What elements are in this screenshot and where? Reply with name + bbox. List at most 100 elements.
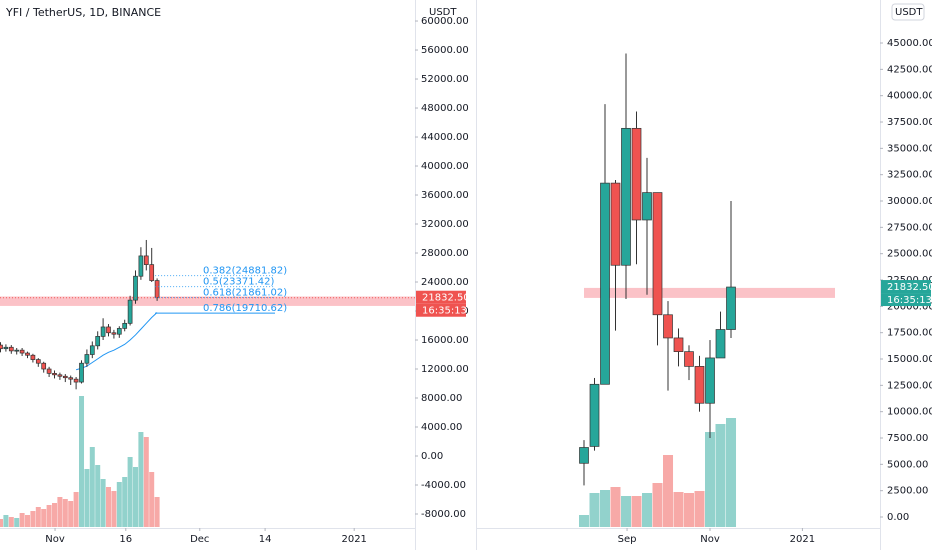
volume-bar bbox=[694, 491, 705, 527]
volume-bar bbox=[149, 472, 155, 527]
fib-level-label: 0.618(21861.02) bbox=[203, 288, 287, 299]
candle-body bbox=[715, 329, 726, 359]
candle-body bbox=[154, 280, 160, 299]
y-tick-label: 12500.00 bbox=[887, 380, 932, 391]
volume-bar bbox=[610, 487, 621, 527]
candle-body bbox=[3, 346, 9, 350]
candle-body bbox=[149, 264, 155, 281]
last-price-label: 21832.50 bbox=[422, 293, 470, 304]
volume-bar bbox=[111, 491, 117, 527]
candle-body bbox=[694, 366, 705, 404]
chart-title: YFI / TetherUS, 1D, BINANCE bbox=[5, 6, 161, 19]
last-price-box bbox=[416, 290, 466, 304]
y-tick-label: 42500.00 bbox=[887, 64, 932, 75]
y-tick-label: 45000.00 bbox=[887, 38, 932, 49]
candle-body bbox=[52, 373, 57, 376]
price-zone bbox=[0, 296, 415, 306]
timer-label: 16:35:13 bbox=[887, 295, 932, 306]
y-tick-label: 20000.00 bbox=[887, 301, 932, 312]
candle-body bbox=[127, 299, 133, 324]
volume-bar bbox=[52, 503, 58, 527]
axis-unit-label: USDT bbox=[429, 7, 457, 18]
volume-bar bbox=[41, 509, 47, 527]
price-zone bbox=[583, 287, 835, 298]
y-tick-label: 48000.00 bbox=[421, 103, 469, 114]
volume-bar bbox=[726, 418, 737, 527]
x-tick-label: Nov bbox=[700, 534, 720, 545]
timer-box bbox=[881, 293, 931, 307]
candle-body bbox=[35, 359, 41, 364]
volume-bar bbox=[100, 479, 106, 527]
y-tick-label: 44000.00 bbox=[421, 132, 469, 143]
candle-body bbox=[589, 383, 600, 447]
candle-body bbox=[30, 354, 36, 360]
x-tick-label: 16 bbox=[119, 534, 132, 545]
volume-bar bbox=[35, 507, 41, 527]
y-tick-label: 52000.00 bbox=[421, 74, 469, 85]
y-tick-label: 25000.00 bbox=[887, 249, 932, 260]
volume-bar bbox=[46, 505, 52, 527]
volume-bar bbox=[3, 515, 9, 527]
y-tick-label: 40000.00 bbox=[887, 91, 932, 102]
candle-body bbox=[663, 314, 673, 339]
volume-bar bbox=[589, 493, 600, 527]
candle-body bbox=[14, 349, 20, 352]
volume-bar bbox=[143, 437, 149, 527]
y-tick-label: 4000.00 bbox=[421, 422, 462, 433]
volume-bar bbox=[663, 455, 674, 527]
candle-body bbox=[122, 322, 128, 329]
volume-bar bbox=[138, 432, 144, 527]
volume-bar bbox=[0, 519, 4, 527]
candle-body bbox=[0, 344, 3, 350]
y-tick-label: 7500.00 bbox=[887, 433, 928, 444]
candle-body bbox=[652, 192, 663, 316]
volume-bar bbox=[14, 518, 20, 527]
volume-bar bbox=[84, 469, 90, 527]
moving-average bbox=[75, 312, 158, 371]
volume-bar bbox=[599, 490, 610, 527]
y-tick-label: 32500.00 bbox=[887, 170, 932, 181]
y-tick-label: 16000.00 bbox=[421, 335, 469, 346]
volume-bar bbox=[8, 517, 14, 527]
candle-body bbox=[579, 447, 589, 464]
y-tick-label: 37500.00 bbox=[887, 117, 932, 128]
candle-body bbox=[25, 352, 30, 356]
candle-body bbox=[610, 182, 621, 266]
volume-bar bbox=[705, 432, 716, 527]
x-tick-label: Nov bbox=[45, 534, 65, 545]
volume-bar bbox=[68, 501, 74, 527]
y-tick-label: 60000.00 bbox=[421, 16, 469, 27]
candle-body bbox=[133, 275, 138, 301]
candle-body bbox=[116, 328, 122, 335]
y-tick-label: 36000.00 bbox=[421, 190, 469, 201]
candle-body bbox=[600, 182, 610, 385]
y-tick-label: 0.00 bbox=[887, 512, 909, 523]
volume-bar bbox=[154, 497, 160, 527]
volume-bar bbox=[89, 447, 95, 527]
candle-body bbox=[642, 192, 652, 221]
volume-bar bbox=[116, 482, 122, 527]
candle-body bbox=[79, 362, 84, 383]
volume-bar bbox=[122, 477, 128, 527]
y-tick-label: -4000.00 bbox=[421, 480, 466, 491]
volume-bar bbox=[133, 467, 139, 527]
volume-bar bbox=[106, 487, 112, 527]
candle-body bbox=[631, 127, 642, 221]
candle-body bbox=[95, 336, 101, 347]
candle-body bbox=[41, 362, 47, 370]
volume-bar bbox=[25, 515, 31, 527]
x-tick-label: 2021 bbox=[790, 534, 815, 545]
candle-body bbox=[62, 375, 68, 379]
y-tick-label: 30000.00 bbox=[887, 196, 932, 207]
candle-body bbox=[46, 368, 52, 374]
candle-body bbox=[100, 326, 106, 337]
y-tick-label: 24000.00 bbox=[421, 277, 469, 288]
y-tick-label: 15000.00 bbox=[887, 354, 932, 365]
volume-bar bbox=[684, 493, 695, 527]
last-price-label: 21832.50 bbox=[887, 282, 932, 293]
candle-body bbox=[684, 351, 694, 367]
volume-bar bbox=[578, 515, 589, 527]
candle-body bbox=[57, 374, 63, 377]
x-tick-label: 2021 bbox=[341, 534, 366, 545]
